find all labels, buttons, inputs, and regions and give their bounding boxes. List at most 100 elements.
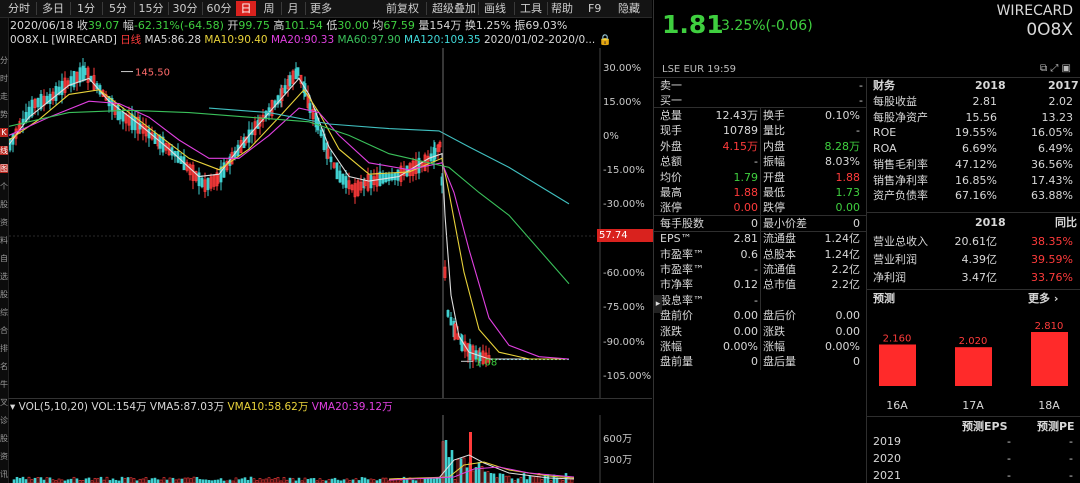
side-tab-glyph[interactable]: 合: [0, 326, 8, 335]
period-1min-button[interactable]: 1分: [77, 2, 95, 15]
stat-value: 12.43万: [715, 109, 759, 122]
side-tab-glyph[interactable]: 综: [0, 308, 8, 317]
stat-label: 量比: [763, 124, 785, 138]
forecast-year-value: -: [1069, 435, 1073, 448]
stock-name: WIRECARD: [996, 3, 1073, 19]
period-15min-button[interactable]: 15分: [138, 2, 164, 15]
side-tab-glyph[interactable]: 讯: [0, 470, 8, 479]
side-tab-glyph[interactable]: 分: [0, 56, 8, 65]
side-tab-glyph[interactable]: 个: [0, 182, 8, 191]
volume-chart[interactable]: [9, 415, 652, 483]
forecast-year-label: 2020: [873, 452, 901, 465]
side-tab-glyph[interactable]: 图: [0, 164, 8, 173]
side-tab-glyph[interactable]: 牛: [0, 380, 8, 389]
stat-value: 0: [853, 355, 860, 369]
stat-label: 涨幅: [763, 340, 785, 353]
income-year: 2018: [975, 216, 1006, 229]
stat-value: 0.00: [733, 324, 759, 338]
stat-label: 总市值: [763, 278, 796, 292]
expand-icon[interactable]: ⤢: [1050, 63, 1059, 74]
kline-chart[interactable]: 145.50 1.08: [9, 48, 652, 398]
quote-date: 2020/06/18: [10, 19, 74, 32]
stat-value: -: [754, 155, 758, 169]
side-tab-glyph[interactable]: 走: [0, 92, 8, 101]
quote-amplitude: 69.03%: [525, 19, 568, 32]
side-tab-glyph[interactable]: 股: [0, 200, 8, 209]
side-tab-glyph[interactable]: 选: [0, 272, 8, 281]
exchange-info: LSE EUR 19:59: [662, 64, 737, 75]
period-weekly-button[interactable]: 周: [263, 2, 275, 15]
draw-line-button[interactable]: 画线: [484, 2, 506, 15]
stat-value: 0.00: [733, 201, 759, 215]
price-axis-label: -30.00%: [603, 199, 645, 210]
overlay-button[interactable]: 超级叠加: [432, 2, 476, 15]
income-value: 4.39亿: [961, 253, 998, 266]
forecast-year-value: -: [1007, 452, 1011, 465]
side-tab-glyph[interactable]: 股: [0, 434, 8, 443]
side-tab-glyph[interactable]: 资: [0, 218, 8, 227]
collapse-left-arrow-icon[interactable]: ▸: [654, 295, 662, 313]
side-tab-glyph[interactable]: 时: [0, 74, 8, 83]
adjust-forward-button[interactable]: 前复权: [386, 2, 419, 15]
stat-value: -: [754, 293, 758, 307]
settings-icon[interactable]: ▣: [1061, 63, 1071, 74]
side-tab-glyph[interactable]: 线: [0, 146, 8, 155]
stat-label: 总股本: [763, 247, 796, 261]
forecast-more-link[interactable]: 更多 ›: [1028, 292, 1059, 305]
period-more-button[interactable]: 更多: [310, 2, 332, 15]
period-daily-button[interactable]: 日: [236, 1, 256, 16]
stat-label: 开盘: [763, 170, 785, 184]
income-label: 营业利润: [873, 253, 917, 266]
period-monthly-button[interactable]: 月: [287, 2, 299, 15]
quote-volume: 154万: [429, 19, 462, 32]
hide-button[interactable]: 隐藏: [618, 2, 640, 15]
vol-axis-label: 300万: [603, 455, 633, 466]
side-tab-glyph[interactable]: 自: [0, 254, 8, 263]
tools-button[interactable]: 工具: [520, 2, 542, 15]
stat-label: 涨停: [660, 201, 682, 215]
quote-turnover: 1.25%: [475, 19, 511, 32]
stat-label: 盘后量: [763, 355, 796, 369]
finance-title: 财务: [873, 79, 895, 92]
forecast-year-value: -: [1007, 435, 1011, 448]
period-60min-button[interactable]: 60分: [206, 2, 232, 15]
price-axis-label: -90.00%: [603, 337, 645, 348]
side-tab-glyph[interactable]: K: [0, 128, 8, 137]
side-tab-glyph[interactable]: 排: [0, 344, 8, 353]
window-controls[interactable]: ⧉ ⤢ ▣: [1040, 63, 1071, 74]
period-30min-button[interactable]: 30分: [172, 2, 198, 15]
stat-label: 市净率: [660, 278, 693, 292]
side-tab-glyph[interactable]: 名: [0, 362, 8, 371]
side-tab-glyph[interactable]: 势: [0, 110, 8, 119]
stat-label: 现手: [660, 124, 682, 138]
finance-label: 每股收益: [873, 95, 917, 108]
stat-label: 盘后价: [763, 309, 796, 323]
stat-label: 盘前价: [660, 309, 693, 323]
forecast-eps-chart: 2.160 16A 2.020 17A 2.810 18A: [879, 321, 1068, 412]
side-tab-glyph[interactable]: 股: [0, 290, 8, 299]
side-tab-glyph[interactable]: 叉: [0, 398, 8, 407]
side-tab-glyph[interactable]: 诊: [0, 416, 8, 425]
help-button[interactable]: 帮助: [551, 2, 573, 15]
ma60-value: MA60:97.90: [337, 34, 401, 46]
stat-value: 2.2亿: [831, 278, 861, 292]
current-price-tag: 57.74: [597, 229, 654, 242]
sell1-label: 卖一: [660, 79, 682, 92]
stat-label: 内盘: [763, 139, 785, 153]
price-axis-label: 15.00%: [603, 97, 642, 108]
chevron-down-icon: ▾: [10, 401, 16, 413]
side-tab-glyph[interactable]: 料: [0, 236, 8, 245]
stat-label: 涨幅: [660, 340, 682, 353]
period-multiday-button[interactable]: 多日: [42, 2, 64, 15]
lock-icon[interactable]: 🔒: [598, 34, 612, 46]
period-5min-button[interactable]: 5分: [109, 2, 127, 15]
f9-button[interactable]: F9: [588, 2, 602, 15]
finance-label: ROA: [873, 142, 897, 156]
stat-label: 盘前量: [660, 355, 693, 369]
side-tab-glyph[interactable]: 资: [0, 452, 8, 461]
period-intraday-button[interactable]: 分时: [8, 2, 30, 15]
stat-label: EPS™: [660, 232, 692, 246]
popout-icon[interactable]: ⧉: [1040, 63, 1048, 74]
stat-label: 市盈率™: [660, 247, 704, 261]
